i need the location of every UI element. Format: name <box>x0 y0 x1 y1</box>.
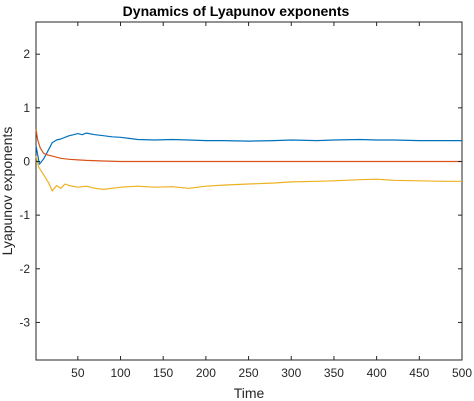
y-tick-label: 1 <box>23 101 30 115</box>
x-tick-label: 500 <box>452 366 472 380</box>
ticks-layer: 50 100 150 200 250 300 350 400 450 500 2 1 0 -1 -2 -3 <box>19 22 472 380</box>
plot-background <box>35 21 463 361</box>
y-tick-label: 0 <box>23 154 30 168</box>
series-line-2 <box>35 129 462 163</box>
chart-title: Dynamics of Lyapunov exponents <box>123 3 350 19</box>
x-tick-label: 150 <box>153 366 173 380</box>
x-tick-label: 250 <box>239 366 259 380</box>
x-tick-label: 400 <box>367 366 387 380</box>
x-tick-label: 100 <box>111 366 131 380</box>
series-line-1 <box>35 132 462 165</box>
x-tick-label: 350 <box>324 366 344 380</box>
series-line-3 <box>35 155 462 192</box>
x-axis-label: Time <box>234 385 265 401</box>
y-tick-label: -1 <box>19 208 30 222</box>
x-tick-label: 200 <box>196 366 216 380</box>
series-layer <box>35 129 462 192</box>
x-tick-label: 300 <box>281 366 301 380</box>
x-tick-label: 450 <box>409 366 429 380</box>
y-tick-label: 2 <box>23 47 30 61</box>
x-tick-label: 50 <box>71 366 85 380</box>
y-tick-label: -3 <box>19 315 30 329</box>
y-axis-label: Lyapunov exponents <box>0 127 15 256</box>
plot-area <box>35 21 463 361</box>
y-tick-label: -2 <box>19 262 30 276</box>
